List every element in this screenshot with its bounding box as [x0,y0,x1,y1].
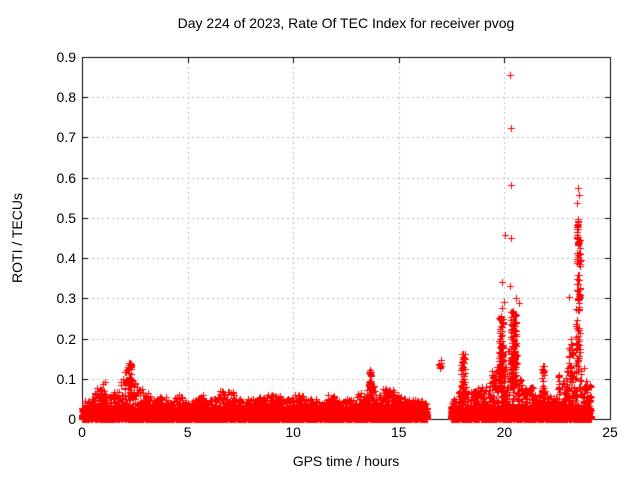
y-tick-label: 0.8 [56,89,76,106]
y-tick-label: 0.4 [56,250,76,267]
y-tick-label: 0.6 [56,169,76,186]
x-tick-label: 25 [602,424,618,440]
x-tick-label: 15 [391,424,407,440]
x-tick-label: 20 [496,424,513,440]
y-tick-label: 0.7 [56,129,76,146]
chart-title: Day 224 of 2023, Rate Of TEC Index for r… [177,15,515,31]
x-tick-label: 10 [285,424,301,440]
x-axis-label: GPS time / hours [292,453,400,469]
y-tick-label: 0.1 [56,370,76,387]
y-tick-label: 0.3 [56,290,76,307]
y-axis-label: ROTI / TECUs [9,193,25,283]
y-tick-label: 0.2 [56,330,76,347]
y-tick-label: 0 [68,411,76,427]
y-tick-label: 0.5 [56,209,76,226]
x-tick-label: 0 [78,424,86,440]
x-tick-label: 5 [183,424,192,440]
y-tick-label: 0.9 [56,49,76,65]
